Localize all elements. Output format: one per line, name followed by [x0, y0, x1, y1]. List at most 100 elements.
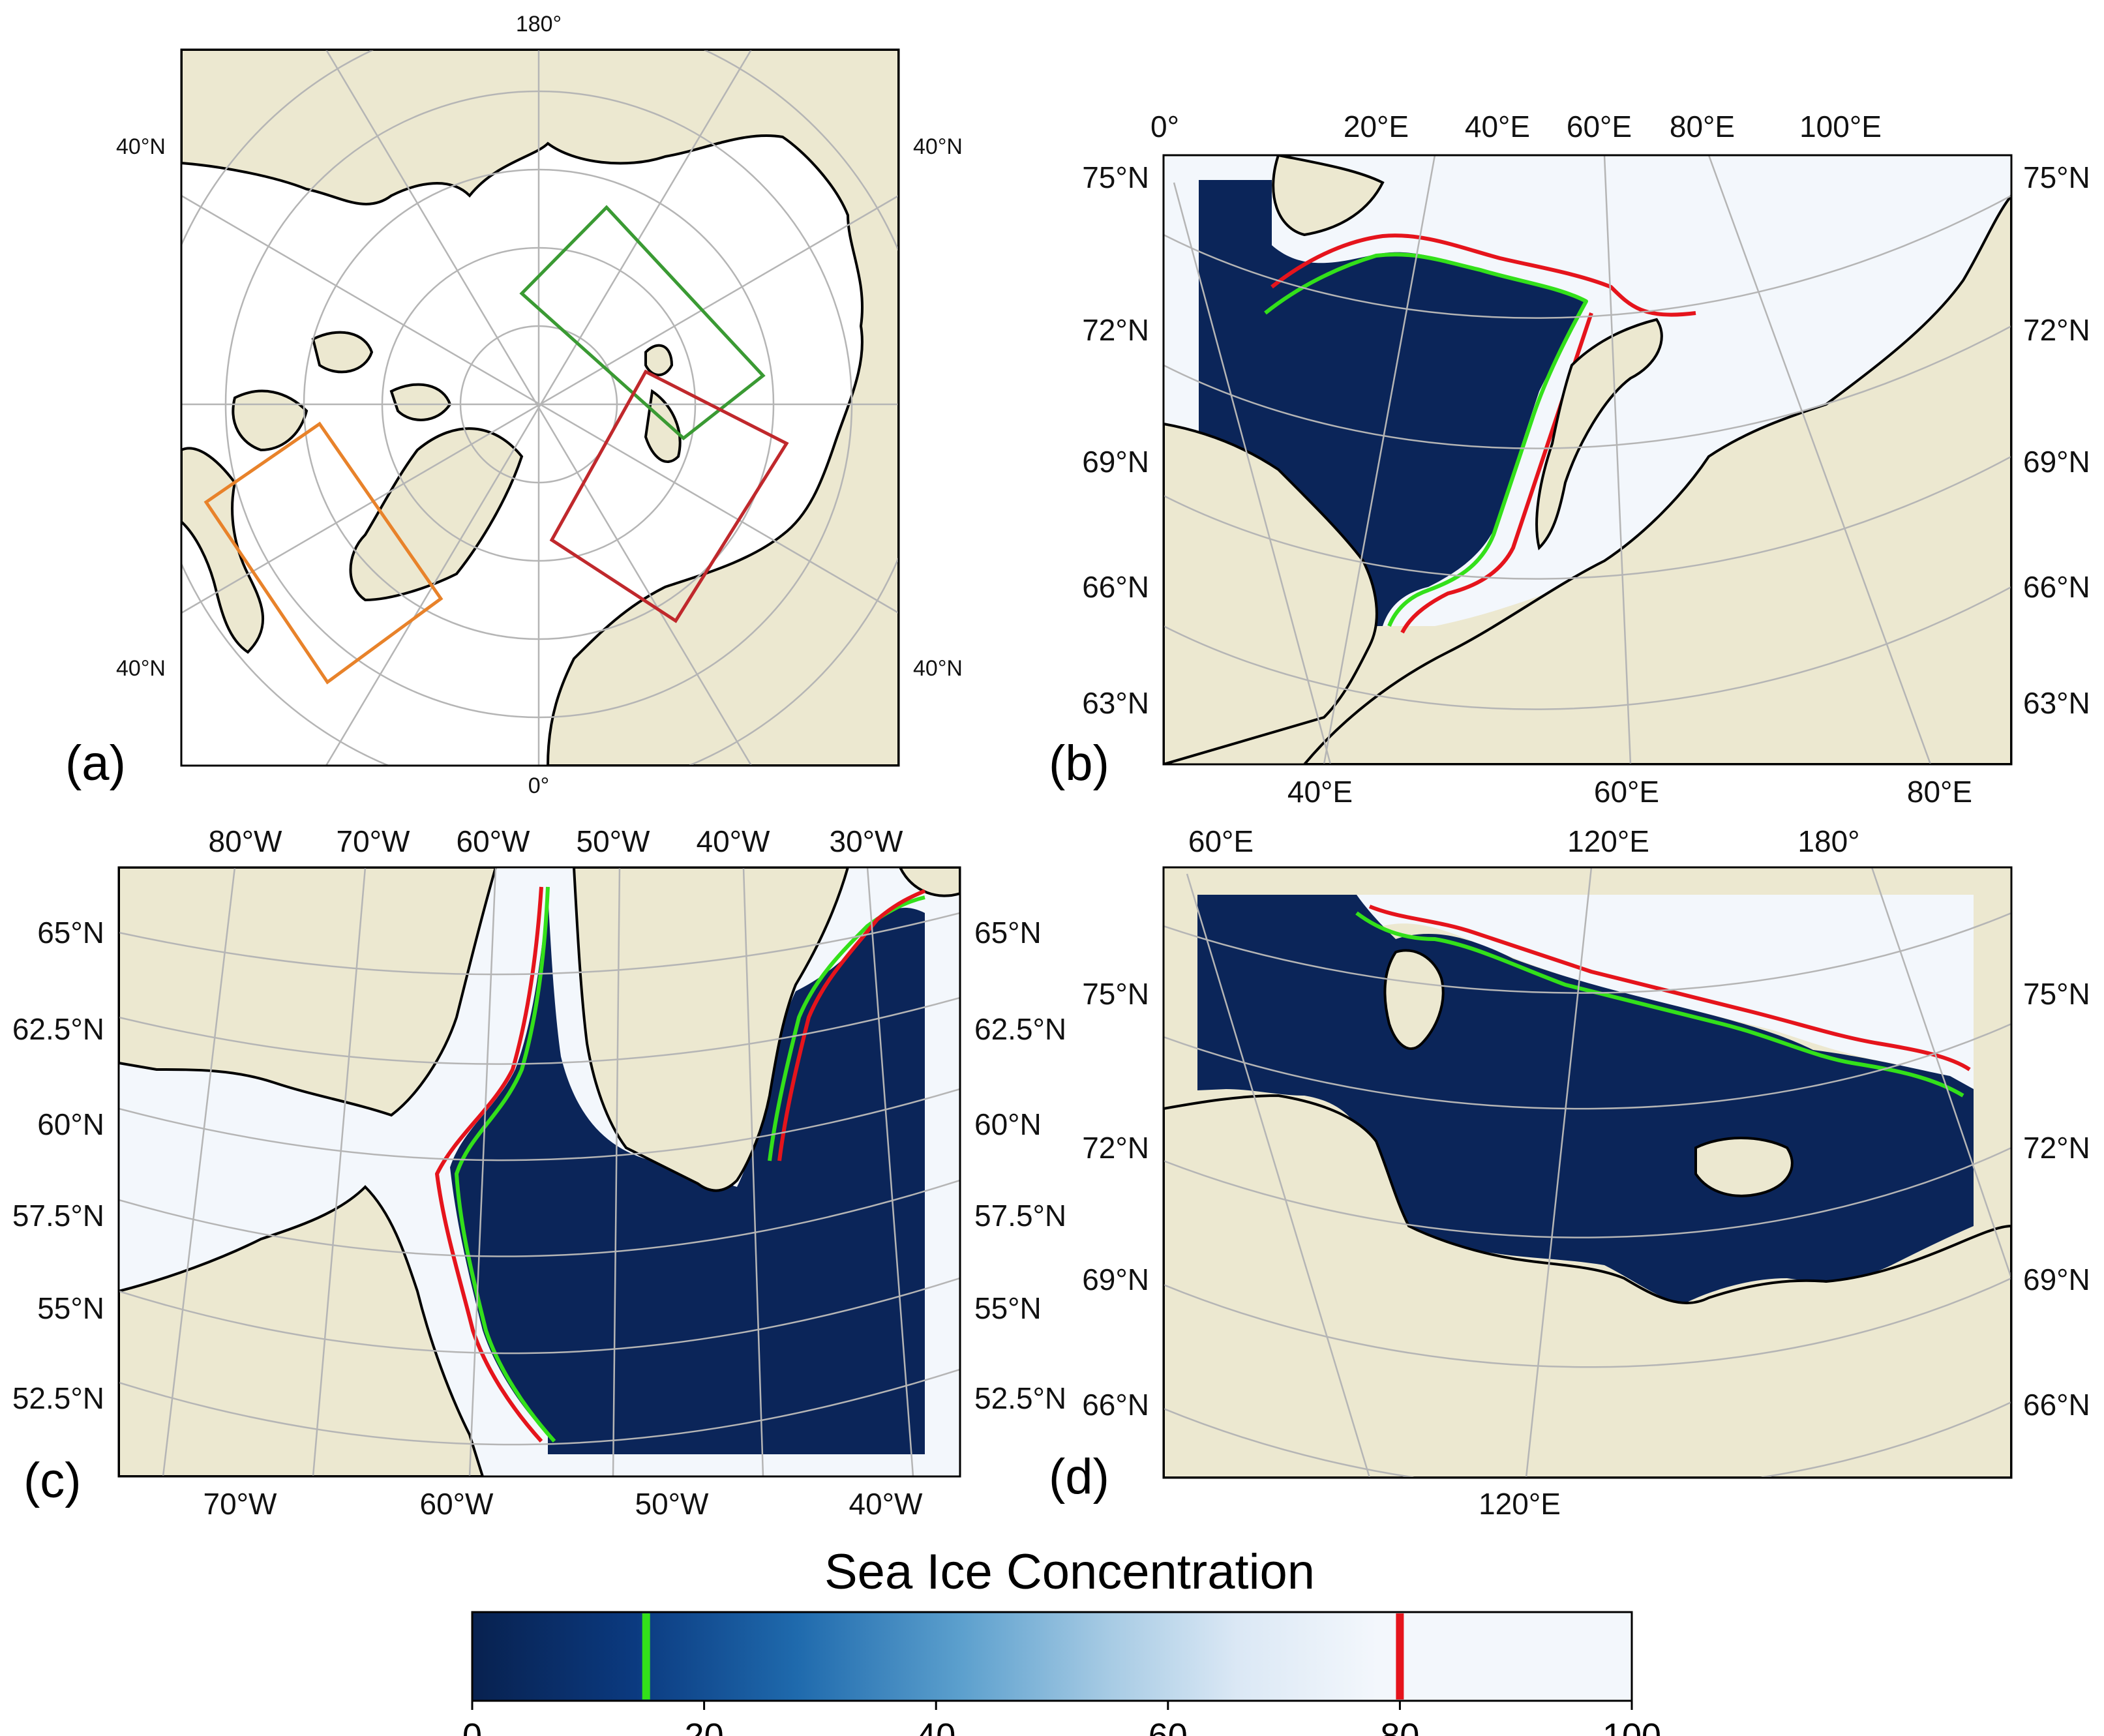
panel-b-top-label-6: 100°E: [1799, 110, 1882, 143]
colorbar-gradient: [471, 1611, 1633, 1702]
panel-a-eurasia-north-america-land: [181, 50, 899, 766]
panel-d-top-label-1: 60°E: [1188, 824, 1254, 858]
panel-d-top-label-2: 120°E: [1567, 824, 1649, 858]
panel-a-right-label-2: 40°N: [913, 656, 963, 681]
panel-a-graticule: [181, 50, 899, 766]
panel-c-left-label-3: 60°N: [37, 1107, 104, 1141]
panel-d-high-concentration-ice: [1197, 895, 1974, 1096]
panel-b-bottom-label-3: 80°E: [1907, 775, 1972, 809]
panel-a-svalbard-land: [644, 344, 674, 376]
region-box-red: [549, 369, 789, 623]
panel-b-left-label-3: 69°N: [1082, 445, 1149, 479]
panel-b-graticule: [1164, 155, 2011, 764]
panel-b-frame: [1162, 154, 2013, 766]
panel-c-right-label-1: 65°N: [974, 916, 1042, 950]
panel-b-left-label-4: 66°N: [1082, 570, 1149, 604]
panel-c-left-label-2: 62.5°N: [12, 1012, 104, 1046]
panel-c-top-label-4: 50°W: [577, 824, 651, 858]
panel-a-frame: [180, 48, 900, 767]
panel-c-left-label-6: 52.5°N: [12, 1381, 104, 1415]
panel-b-bottom-label-1: 40°E: [1287, 775, 1353, 809]
panel-d-top-label-3: 180°: [1797, 824, 1859, 858]
panel-d-left-label-2: 72°N: [1082, 1131, 1149, 1165]
panel-a: 180° 0° 40°N 40°N 40°N 40°N (a): [65, 12, 963, 798]
colorbar-title: Sea Ice Concentration: [824, 1544, 1315, 1600]
panel-c-label: (c): [23, 1453, 82, 1508]
panel-d-left-label-4: 66°N: [1082, 1388, 1149, 1422]
panel-b-right-label-5: 63°N: [2023, 686, 2090, 720]
panel-c-bottom-label-3: 50°W: [635, 1487, 710, 1521]
panel-c-bottom-label-1: 70°W: [203, 1487, 278, 1521]
panel-b-right-label-2: 72°N: [2023, 313, 2090, 347]
panel-a-label: (a): [65, 736, 126, 791]
panel-c-left-label-1: 65°N: [37, 916, 104, 950]
panel-c-top-label-3: 60°W: [457, 824, 531, 858]
panel-a-right-label-1: 40°N: [913, 134, 963, 159]
panel-c-right-label-6: 52.5°N: [974, 1381, 1066, 1415]
panel-b: 0° 20°E 40°E 60°E 80°E 100°E 40°E 60°E 8…: [1049, 110, 2090, 809]
colorbar-tick-label-4: 60: [1149, 1716, 1188, 1736]
panel-d-taymyr-islands-land: [1383, 949, 1445, 1051]
panel-c-left-label-4: 57.5°N: [12, 1199, 104, 1233]
panel-d-right-label-4: 66°N: [2023, 1388, 2090, 1422]
colorbar-tick-label-2: 20: [685, 1716, 724, 1736]
panel-d-bottom-label-1: 120°E: [1479, 1487, 1561, 1521]
panel-c-left-label-5: 55°N: [37, 1291, 104, 1325]
panel-a-left-label-2: 40°N: [116, 656, 166, 681]
panel-c-frame: [117, 866, 961, 1478]
panel-b-right-label-3: 69°N: [2023, 445, 2090, 479]
panel-c-top-label-2: 70°W: [337, 824, 411, 858]
panel-d-frame: [1162, 866, 2013, 1479]
colorbar-tick-label-1: 0: [462, 1716, 482, 1736]
panel-d-siberian-land: [1164, 1094, 2011, 1478]
panel-a-north-america-land: [181, 447, 264, 654]
panel-b-svalbard-land: [1272, 155, 1385, 237]
panel-c-top-label-6: 30°W: [830, 824, 904, 858]
panel-b-novaya-zemlya-land: [1535, 318, 1663, 550]
panel-c-right-label-4: 57.5°N: [974, 1199, 1066, 1233]
panel-a-greenland-land: [349, 427, 524, 602]
panel-d-new-siberian-islands-land: [1694, 1137, 1794, 1197]
panel-d-left-label-3: 69°N: [1082, 1263, 1149, 1296]
colorbar-markers: [642, 1613, 1404, 1699]
colorbar-tick-label-6: 100: [1602, 1716, 1661, 1736]
panel-d-graticule: [1164, 867, 2011, 1478]
panel-c-graticule: [119, 867, 960, 1476]
panel-c-greenland-land: [572, 867, 850, 1192]
colorbar: Sea Ice Concentration 0 20 40 60 80 100: [462, 1544, 1661, 1736]
panel-b-top-label-2: 20°E: [1344, 110, 1409, 143]
panel-b-top-label-1: 0°: [1150, 110, 1179, 143]
panel-d: 60°E 120°E 180° 120°E 75°N 72°N 69°N 66°…: [1049, 824, 2090, 1521]
panel-d-15pct-ice-edge: [1355, 911, 1964, 1098]
panel-b-kola-scandinavia-land: [1164, 422, 1378, 764]
panel-d-label: (d): [1049, 1449, 1109, 1504]
panel-b-bottom-label-2: 60°E: [1594, 775, 1659, 809]
colorbar-ticks: 0 20 40 60 80 100: [462, 1701, 1661, 1736]
panel-b-siberian-land: [1302, 193, 2011, 764]
panel-b-left-label-1: 75°N: [1082, 160, 1149, 194]
panel-a-left-label-1: 40°N: [116, 134, 166, 159]
panel-c-80pct-ice-edge: [435, 886, 926, 1443]
panel-b-top-label-4: 60°E: [1567, 110, 1632, 143]
panel-b-top-label-5: 80°E: [1670, 110, 1735, 143]
panel-d-left-label-1: 75°N: [1082, 977, 1149, 1011]
panel-a-top-label: 180°: [516, 12, 562, 37]
panel-a-bottom-label: 0°: [528, 773, 550, 798]
panel-b-left-label-2: 72°N: [1082, 313, 1149, 347]
panel-b-right-label-1: 75°N: [2023, 160, 2090, 194]
colorbar-tick-label-5: 80: [1380, 1716, 1419, 1736]
panel-c-labrador-land: [119, 1185, 485, 1476]
panel-d-right-label-1: 75°N: [2023, 977, 2090, 1011]
panel-b-right-label-4: 66°N: [2023, 570, 2090, 604]
panel-c-top-label-1: 80°W: [209, 824, 283, 858]
region-box-green: [519, 205, 766, 441]
panel-c-bottom-label-2: 60°W: [420, 1487, 494, 1521]
panel-b-top-label-3: 40°E: [1465, 110, 1530, 143]
panel-a-novaya-zemlya-land: [644, 389, 682, 464]
panel-c: 80°W 70°W 60°W 50°W 40°W 30°W 70°W 60°W …: [12, 824, 1066, 1521]
panel-d-right-label-2: 72°N: [2023, 1131, 2090, 1165]
panel-c-right-label-5: 55°N: [974, 1291, 1042, 1325]
panel-c-right-label-2: 62.5°N: [974, 1012, 1066, 1046]
panel-c-right-label-3: 60°N: [974, 1107, 1042, 1141]
